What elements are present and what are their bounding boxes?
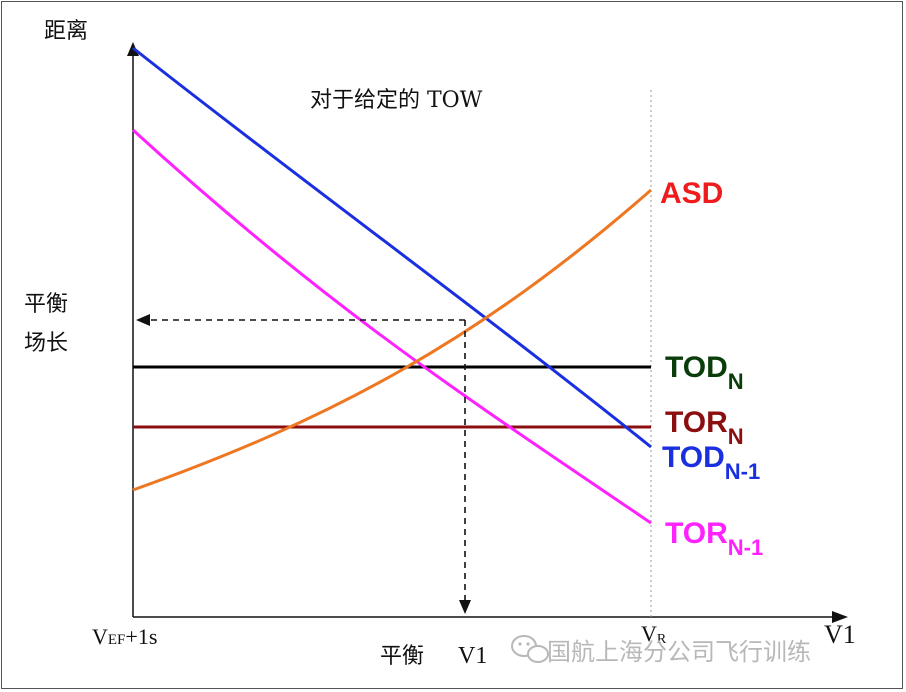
x-start-label: VEF+1s bbox=[92, 624, 157, 649]
svg-text:VR: VR bbox=[641, 621, 667, 647]
asd-label: ASD bbox=[660, 177, 723, 210]
asd-curve bbox=[132, 188, 652, 492]
vr-label: VR bbox=[641, 621, 667, 647]
balanced-length-label-2: 场长 bbox=[24, 331, 68, 356]
y-axis-label: 距离 bbox=[44, 19, 88, 44]
watermark-text: 国航上海分公司飞行训练 bbox=[547, 638, 811, 666]
v1-label: V1 bbox=[458, 643, 487, 669]
tor-n1-label: TORN-1 bbox=[665, 517, 763, 560]
svg-text:TORN-1: TORN-1 bbox=[665, 517, 763, 560]
svg-text:TORN: TORN bbox=[665, 406, 744, 449]
tor-n-label: TORN bbox=[665, 406, 744, 449]
watermark: 国航上海分公司飞行训练 bbox=[511, 635, 811, 666]
wechat-icon bbox=[511, 635, 549, 663]
balanced-down-arrowhead bbox=[459, 600, 471, 614]
x-axis-label: V1 bbox=[824, 620, 856, 649]
balanced-length-label-1: 平衡 bbox=[24, 292, 68, 317]
svg-text:TODN-1: TODN-1 bbox=[662, 441, 760, 484]
tor-n1-curve bbox=[131, 128, 652, 525]
svg-text:ASD: ASD bbox=[660, 177, 723, 210]
x-axis-arrowhead bbox=[832, 611, 848, 623]
balanced-v1-prefix: 平衡 bbox=[380, 644, 424, 669]
svg-text:VEF+1s: VEF+1s bbox=[92, 624, 157, 649]
tod-n1-label: TODN-1 bbox=[662, 441, 760, 484]
tod-n-label: TODN bbox=[665, 351, 744, 394]
diagram-title: 对于给定的 TOW bbox=[310, 88, 483, 113]
balanced-left-arrowhead bbox=[136, 314, 150, 326]
svg-text:TODN: TODN bbox=[665, 351, 744, 394]
tod-n1-curve bbox=[132, 46, 652, 449]
